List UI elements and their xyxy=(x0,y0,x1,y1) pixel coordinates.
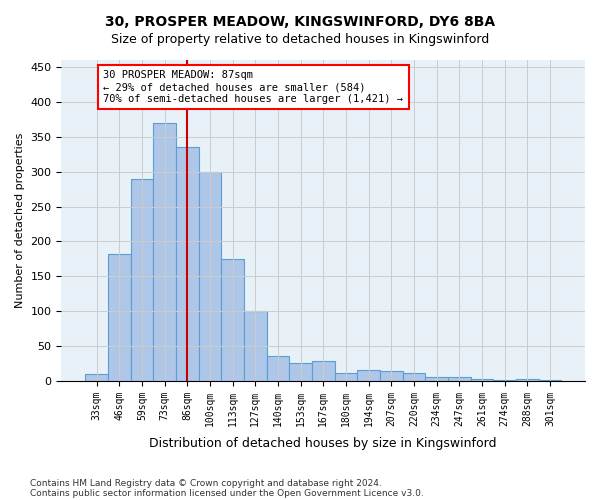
Text: Contains public sector information licensed under the Open Government Licence v3: Contains public sector information licen… xyxy=(30,488,424,498)
Bar xyxy=(380,371,403,381)
Bar xyxy=(335,372,357,381)
Bar xyxy=(425,378,448,381)
Text: Contains HM Land Registry data © Crown copyright and database right 2024.: Contains HM Land Registry data © Crown c… xyxy=(30,478,382,488)
Bar xyxy=(470,379,493,381)
Bar xyxy=(244,311,266,381)
Bar xyxy=(221,259,244,381)
Y-axis label: Number of detached properties: Number of detached properties xyxy=(15,133,25,308)
Text: 30 PROSPER MEADOW: 87sqm
← 29% of detached houses are smaller (584)
70% of semi-: 30 PROSPER MEADOW: 87sqm ← 29% of detach… xyxy=(103,70,403,104)
Bar xyxy=(199,172,221,381)
Text: Size of property relative to detached houses in Kingswinford: Size of property relative to detached ho… xyxy=(111,32,489,46)
Bar xyxy=(289,364,312,381)
Bar xyxy=(85,374,108,381)
Bar xyxy=(108,254,131,381)
Bar xyxy=(516,379,539,381)
X-axis label: Distribution of detached houses by size in Kingswinford: Distribution of detached houses by size … xyxy=(149,437,497,450)
Bar xyxy=(448,378,470,381)
Bar xyxy=(493,380,516,381)
Bar xyxy=(176,147,199,381)
Bar xyxy=(153,123,176,381)
Bar xyxy=(131,178,153,381)
Text: 30, PROSPER MEADOW, KINGSWINFORD, DY6 8BA: 30, PROSPER MEADOW, KINGSWINFORD, DY6 8B… xyxy=(105,15,495,29)
Bar xyxy=(539,380,561,381)
Bar xyxy=(266,356,289,381)
Bar xyxy=(403,372,425,381)
Bar xyxy=(312,362,335,381)
Bar xyxy=(357,370,380,381)
